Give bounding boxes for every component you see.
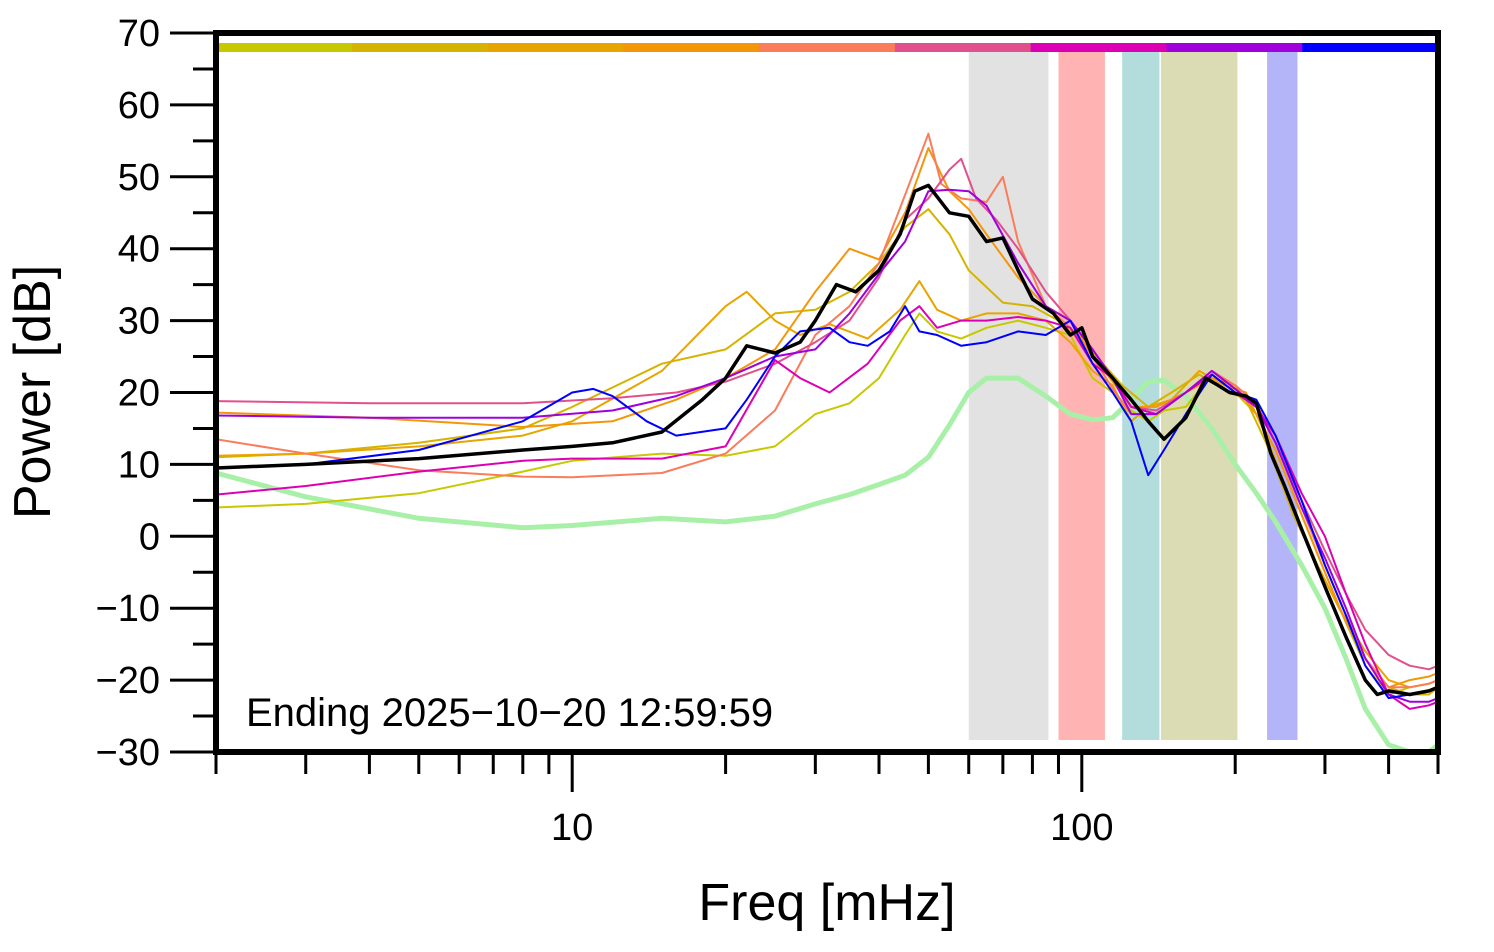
band-1 [1058, 52, 1105, 740]
band-4 [1267, 52, 1298, 740]
strip-segment-7 [1166, 43, 1303, 52]
series-line-6 [216, 157, 1438, 671]
strip-segment-3 [623, 43, 760, 52]
strip-segment-8 [1302, 43, 1439, 52]
strip-segment-5 [894, 43, 1032, 52]
y-tick-label-5: 20 [118, 373, 160, 415]
y-tick-label-1: −20 [96, 660, 160, 702]
y-tick-label-9: 60 [118, 85, 160, 127]
y-tick-label-3: 0 [139, 516, 160, 558]
series-line-9 [216, 305, 1438, 700]
y-tick-label-8: 50 [118, 157, 160, 199]
x-tick-label-1: 100 [1050, 807, 1113, 849]
strip-segment-6 [1030, 43, 1167, 52]
frequency-bands [968, 52, 1298, 740]
series-line-8 [216, 188, 1438, 703]
strip-segment-4 [759, 43, 896, 52]
series-lines [216, 132, 1438, 752]
x-tick-label-0: 10 [551, 807, 593, 849]
y-tick-label-2: −10 [96, 588, 160, 630]
series-line-7 [216, 305, 1438, 710]
y-axis-title: Power [dB] [4, 265, 62, 519]
plot-frame [213, 30, 1441, 755]
y-tick-label-7: 40 [118, 229, 160, 271]
series-line-10 [216, 183, 1438, 697]
y-tick-label-10: 70 [118, 13, 160, 55]
y-tick-label-4: 10 [118, 444, 160, 486]
y-tick-label-6: 30 [118, 301, 160, 343]
y-tick-label-0: −30 [96, 732, 160, 774]
series-line-3 [216, 280, 1438, 689]
x-axis-title: Freq [mHz] [698, 874, 955, 932]
strip-segment-2 [487, 43, 624, 52]
series-line-1 [216, 312, 1438, 696]
band-0 [968, 52, 1049, 740]
color-strip [216, 43, 1439, 52]
strip-segment-1 [351, 43, 489, 52]
x-axis: 10 100 [214, 752, 1440, 849]
ending-timestamp: Ending 2025−10−20 12:59:59 [246, 691, 773, 735]
y-axis: −30 −20 −10 0 10 20 30 40 50 60 70 [96, 13, 216, 774]
series-line-0 [216, 375, 1438, 752]
band-3 [1160, 52, 1238, 740]
strip-segment-0 [216, 43, 353, 52]
